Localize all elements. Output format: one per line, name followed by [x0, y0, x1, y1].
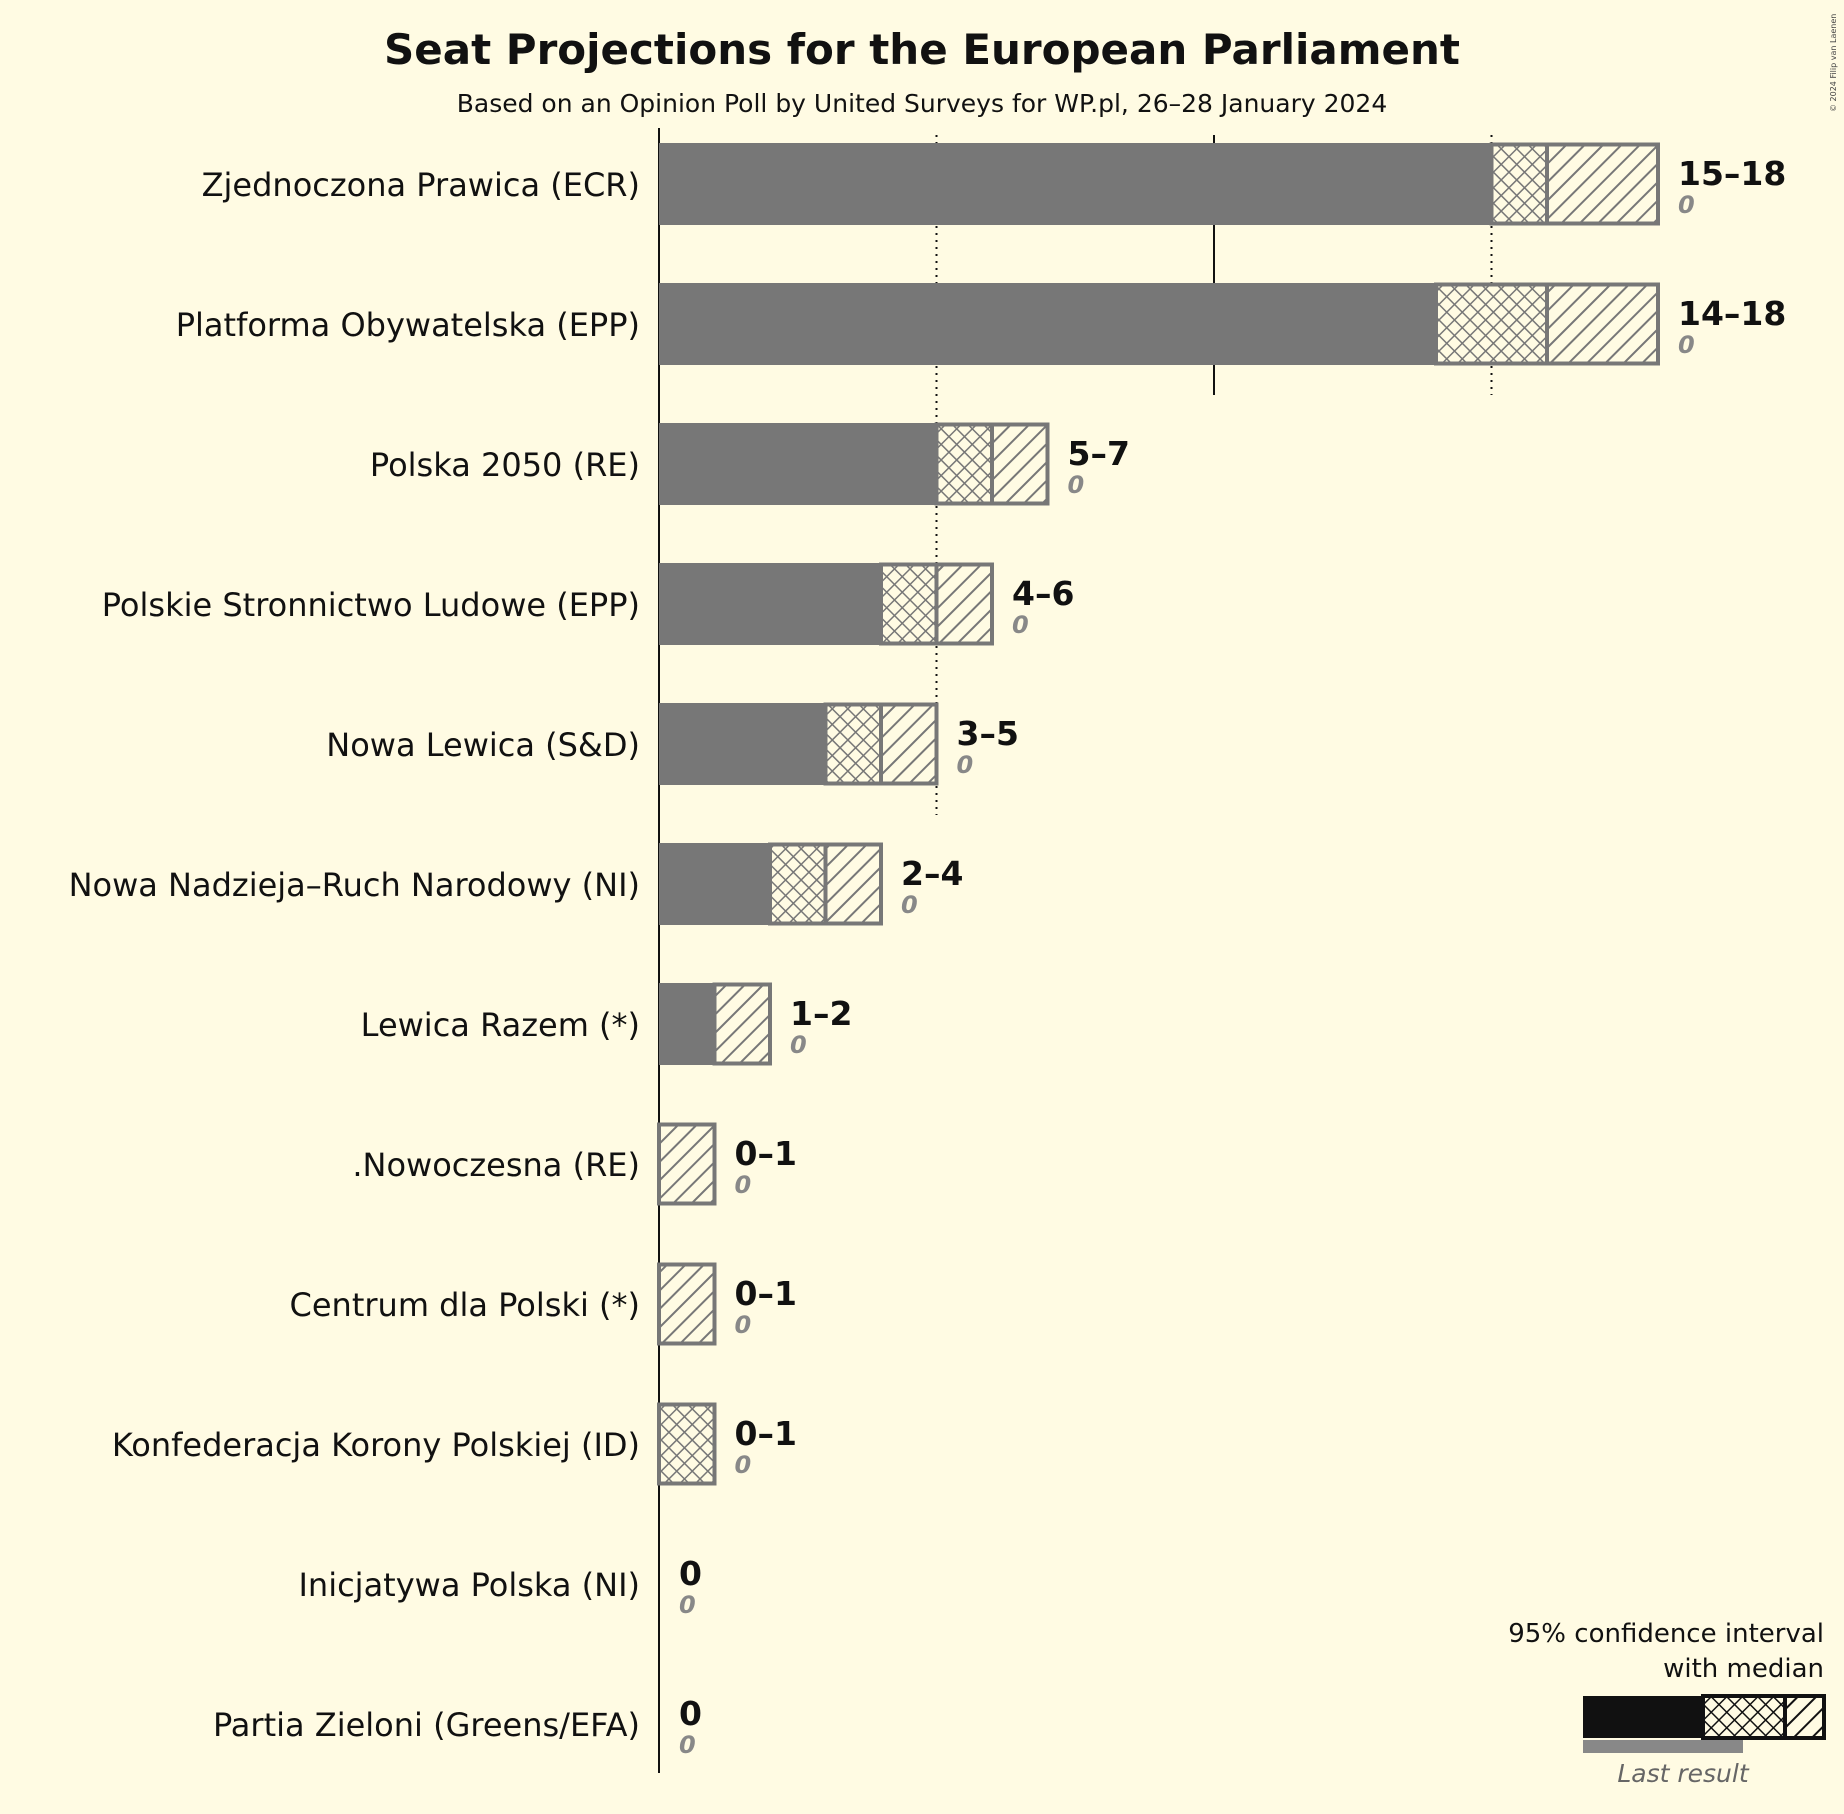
party-label: Lewica Razem (*) — [361, 1006, 640, 1044]
bar-upper-interval — [879, 702, 939, 786]
party-label: Inicjatywa Polska (NI) — [298, 1566, 640, 1604]
bar-solid — [659, 283, 1436, 365]
legend: 95% confidence interval with median Last… — [1508, 1619, 1826, 1788]
bar-median-interval — [657, 1402, 717, 1486]
party-label: Platforma Obywatelska (EPP) — [176, 306, 640, 344]
last-result-label: 0 — [901, 891, 918, 919]
legend-hatch-swatch — [1783, 1694, 1826, 1740]
bar-solid — [659, 703, 826, 785]
bars-group — [657, 142, 1660, 1486]
bar-solid — [659, 563, 881, 645]
range-label: 15–18 — [1678, 154, 1786, 193]
range-label: 1–2 — [790, 994, 852, 1033]
range-label: 0 — [679, 1554, 702, 1593]
party-label: Konfederacja Korony Polskiej (ID) — [112, 1426, 640, 1464]
party-label: Nowa Lewica (S&D) — [326, 726, 640, 764]
party-label: Nowa Nadzieja–Ruch Narodowy (NI) — [69, 866, 640, 904]
party-label: Polska 2050 (RE) — [370, 446, 640, 484]
range-label: 0–1 — [735, 1134, 797, 1173]
last-result-label: 0 — [1012, 611, 1029, 639]
labels-group: Zjednoczona Prawica (ECR) 15–180Platforma… — [69, 154, 1787, 1759]
bar-upper-interval — [934, 562, 994, 646]
range-label: 3–5 — [957, 714, 1019, 753]
last-result-label: 0 — [735, 1451, 752, 1479]
bar-upper-interval — [657, 1122, 717, 1206]
last-result-label: 0 — [679, 1731, 696, 1759]
last-result-label: 0 — [957, 751, 974, 779]
range-label: 4–6 — [1012, 574, 1074, 613]
copyright-notice: © 2024 Filip van Laenen — [1829, 14, 1838, 112]
bar-median-interval — [879, 562, 939, 646]
last-result-label: 0 — [1678, 191, 1695, 219]
bar-solid — [659, 983, 715, 1065]
party-label: Centrum dla Polski (*) — [290, 1286, 640, 1324]
range-label: 2–4 — [901, 854, 963, 893]
last-result-label: 0 — [1068, 471, 1085, 499]
party-label: Zjednoczona Prawica (ECR) — [202, 166, 640, 204]
bar-median-interval — [823, 702, 883, 786]
chart-subtitle: Based on an Opinion Poll by United Surve… — [457, 89, 1388, 118]
chart-title: Seat Projections for the European Parlia… — [384, 25, 1460, 74]
bar-upper-interval — [712, 982, 772, 1066]
legend-line-2: with median — [1663, 1654, 1824, 1684]
party-label: Partia Zieloni (Greens/EFA) — [213, 1706, 640, 1744]
range-label: 0–1 — [735, 1414, 797, 1453]
bar-median-interval — [1434, 282, 1549, 366]
last-result-label: 0 — [679, 1591, 696, 1619]
bar-solid — [659, 423, 937, 505]
party-label: .Nowoczesna (RE) — [352, 1146, 640, 1184]
last-result-label: 0 — [735, 1311, 752, 1339]
bar-upper-interval — [990, 422, 1050, 506]
bar-upper-interval — [657, 1262, 717, 1346]
legend-crosshatch-swatch — [1701, 1694, 1787, 1740]
range-label: 0–1 — [735, 1274, 797, 1313]
bar-upper-interval — [823, 842, 883, 926]
bar-median-interval — [1489, 142, 1549, 226]
bar-solid — [659, 843, 770, 925]
last-result-label: 0 — [790, 1031, 807, 1059]
last-result-label: 0 — [735, 1171, 752, 1199]
bar-median-interval — [768, 842, 828, 926]
last-result-label: 0 — [1678, 331, 1695, 359]
bar-upper-interval — [1545, 142, 1660, 226]
legend-solid-swatch — [1583, 1696, 1703, 1738]
gridlines — [658, 128, 1493, 1773]
legend-line-1: 95% confidence interval — [1508, 1619, 1824, 1649]
range-label: 5–7 — [1068, 434, 1130, 473]
bar-solid — [659, 143, 1492, 225]
range-label: 14–18 — [1678, 294, 1786, 333]
legend-last-result-swatch — [1583, 1740, 1743, 1753]
legend-last-result-label: Last result — [1617, 1759, 1749, 1788]
party-label: Polskie Stronnictwo Ludowe (EPP) — [102, 586, 640, 624]
bar-median-interval — [934, 422, 994, 506]
range-label: 0 — [679, 1694, 702, 1733]
bar-upper-interval — [1545, 282, 1660, 366]
